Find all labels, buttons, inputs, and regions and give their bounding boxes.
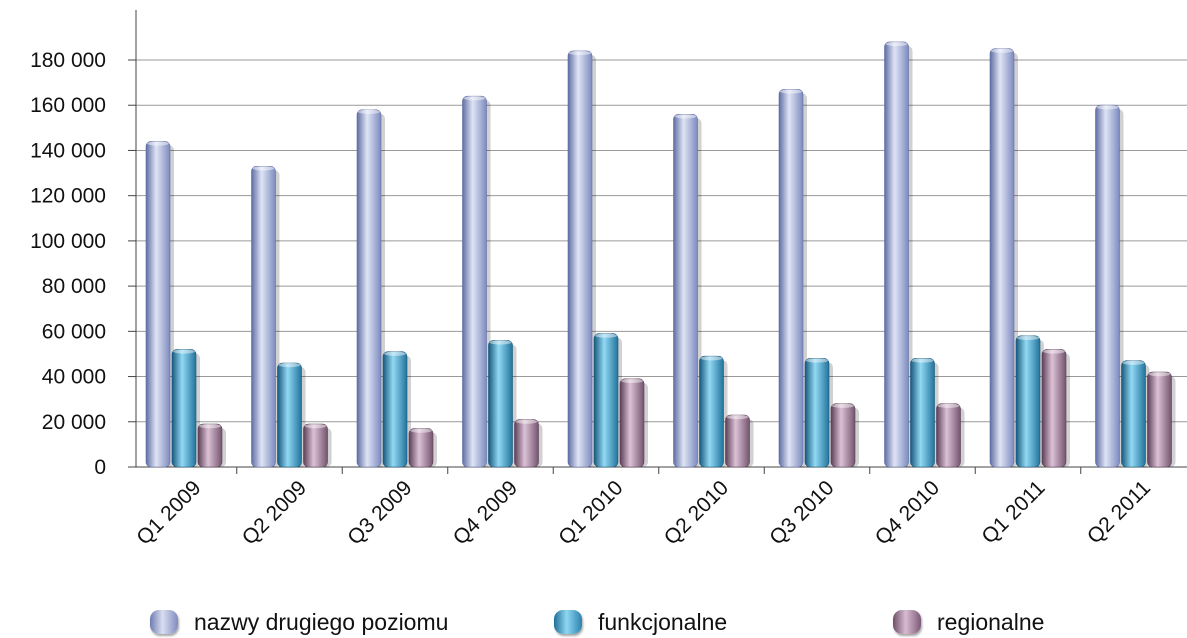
bar-cap	[304, 423, 327, 429]
bar-cap	[1096, 105, 1119, 110]
bar-q1-2011-series-1	[989, 48, 1015, 468]
bar-q1-2009-series-3	[197, 423, 223, 468]
bar-cap	[1043, 349, 1065, 354]
legend-label: regionalne	[937, 608, 1045, 635]
legend-item-series-2: funkcjonalne	[554, 606, 727, 638]
legend-swatch-series-3	[893, 610, 921, 634]
bar-q3-2009-series-3	[408, 428, 434, 468]
bar-cap	[410, 428, 432, 433]
bar-q4-2010-series-3	[936, 403, 961, 468]
x-tick-label: Q4 2010	[871, 476, 944, 549]
legend: nazwy drugiego poziomu funkcjonalne regi…	[0, 606, 1187, 638]
gridlines	[136, 59, 1187, 423]
y-tick-label: 160 000	[30, 94, 106, 117]
bar-cap	[252, 166, 275, 171]
bar-cap	[358, 109, 380, 114]
y-tick-label: 20 000	[42, 411, 106, 434]
bar-cap	[1122, 360, 1145, 365]
bar-cap	[1148, 371, 1171, 377]
bar-q1-2009-series-2	[171, 349, 197, 468]
y-tick-label: 180 000	[30, 49, 106, 72]
bar-q3-2010-series-1	[778, 89, 804, 468]
x-tick-label: Q3 2010	[765, 476, 838, 549]
bar-cap	[489, 340, 512, 345]
bar-cap	[199, 423, 221, 429]
bar-cap	[832, 403, 854, 408]
bar-q2-2011-series-1	[1095, 104, 1120, 468]
bar-cap	[780, 89, 802, 94]
bar-q3-2009-series-1	[356, 109, 382, 468]
bar-q3-2009-series-2	[382, 351, 408, 468]
bar-cap	[700, 356, 723, 361]
bar-q1-2010-series-2	[593, 333, 619, 468]
legend-swatch-series-2	[554, 610, 582, 634]
bar-q3-2010-series-2	[804, 358, 830, 468]
bar-q1-2011-series-2	[1015, 335, 1041, 468]
bar-cap	[806, 358, 828, 363]
bar-q4-2009-series-1	[462, 95, 487, 468]
legend-swatch-series-1	[150, 610, 178, 634]
x-tick-label: Q1 2010	[554, 476, 627, 549]
y-tick-label: 120 000	[30, 185, 106, 208]
bar-q2-2011-series-3	[1147, 371, 1172, 468]
y-tick-label: 0	[94, 456, 106, 479]
x-tick-label: Q2 2011	[1083, 476, 1155, 548]
bar-q4-2010-series-2	[910, 358, 935, 468]
bar-q4-2009-series-2	[488, 340, 513, 468]
bars	[145, 41, 1176, 468]
bar-q4-2010-series-1	[884, 41, 909, 468]
x-tick-label: Q3 2009	[343, 476, 416, 549]
bar-cap	[595, 333, 617, 338]
bar-q2-2009-series-2	[277, 362, 302, 468]
bar-q2-2009-series-3	[303, 423, 328, 468]
bar-cap	[173, 349, 195, 354]
legend-label: nazwy drugiego poziomu	[194, 608, 449, 635]
y-tick-label: 100 000	[30, 230, 106, 253]
x-tick-label: Q2 2009	[238, 476, 311, 549]
bar-q1-2011-series-3	[1041, 349, 1067, 468]
legend-item-series-1: nazwy drugiego poziomu	[150, 606, 448, 638]
bar-cap	[1017, 335, 1039, 341]
bar-cap	[674, 114, 697, 119]
bar-cap	[147, 141, 169, 146]
x-tick-labels: Q1 2009 Q2 2009 Q3 2009 Q4 2009 Q1 2010 Q2 20…	[132, 476, 1155, 549]
y-tick-label: 140 000	[30, 139, 106, 162]
bar-cap	[278, 362, 301, 368]
bar-cap	[569, 50, 591, 56]
bar-cap	[937, 403, 960, 408]
x-tick-label: Q2 2010	[660, 476, 733, 549]
bar-q1-2009-series-1	[145, 141, 171, 468]
bar-cap	[991, 48, 1013, 53]
bar-q2-2009-series-1	[251, 165, 276, 468]
bar-q1-2010-series-3	[619, 378, 645, 468]
bar-cap	[384, 351, 406, 356]
bar-q2-2010-series-3	[725, 414, 750, 468]
bar-q2-2011-series-2	[1121, 360, 1146, 468]
bar-q1-2010-series-1	[567, 50, 593, 468]
bar-cap	[911, 358, 934, 363]
x-tick-label: Q1 2011	[977, 476, 1049, 548]
bar-q4-2009-series-3	[514, 419, 539, 468]
bar-cap	[726, 414, 749, 420]
bar-cap	[885, 41, 908, 47]
x-tick-label: Q4 2009	[449, 476, 522, 549]
bar-cap	[515, 419, 538, 424]
x-tick-label: Q1 2009	[132, 476, 205, 549]
y-tick-labels: 0 20 000 40 000 60 000 80 000 100 000 120 000 1…	[30, 49, 106, 479]
y-tick-label: 80 000	[42, 275, 106, 298]
bar-q3-2010-series-3	[830, 403, 856, 468]
y-tick-label: 60 000	[42, 320, 106, 343]
legend-label: funkcjonalne	[598, 608, 728, 635]
bar-q2-2010-series-2	[699, 355, 724, 468]
legend-item-series-3: regionalne	[893, 606, 1044, 638]
bar-cap	[463, 95, 486, 101]
bar-chart: 0 20 000 40 000 60 000 80 000 100 000 120 000 1…	[30, 10, 1187, 550]
y-tick-label: 40 000	[42, 366, 106, 389]
bar-cap	[621, 378, 643, 384]
bar-q2-2010-series-1	[673, 113, 698, 468]
